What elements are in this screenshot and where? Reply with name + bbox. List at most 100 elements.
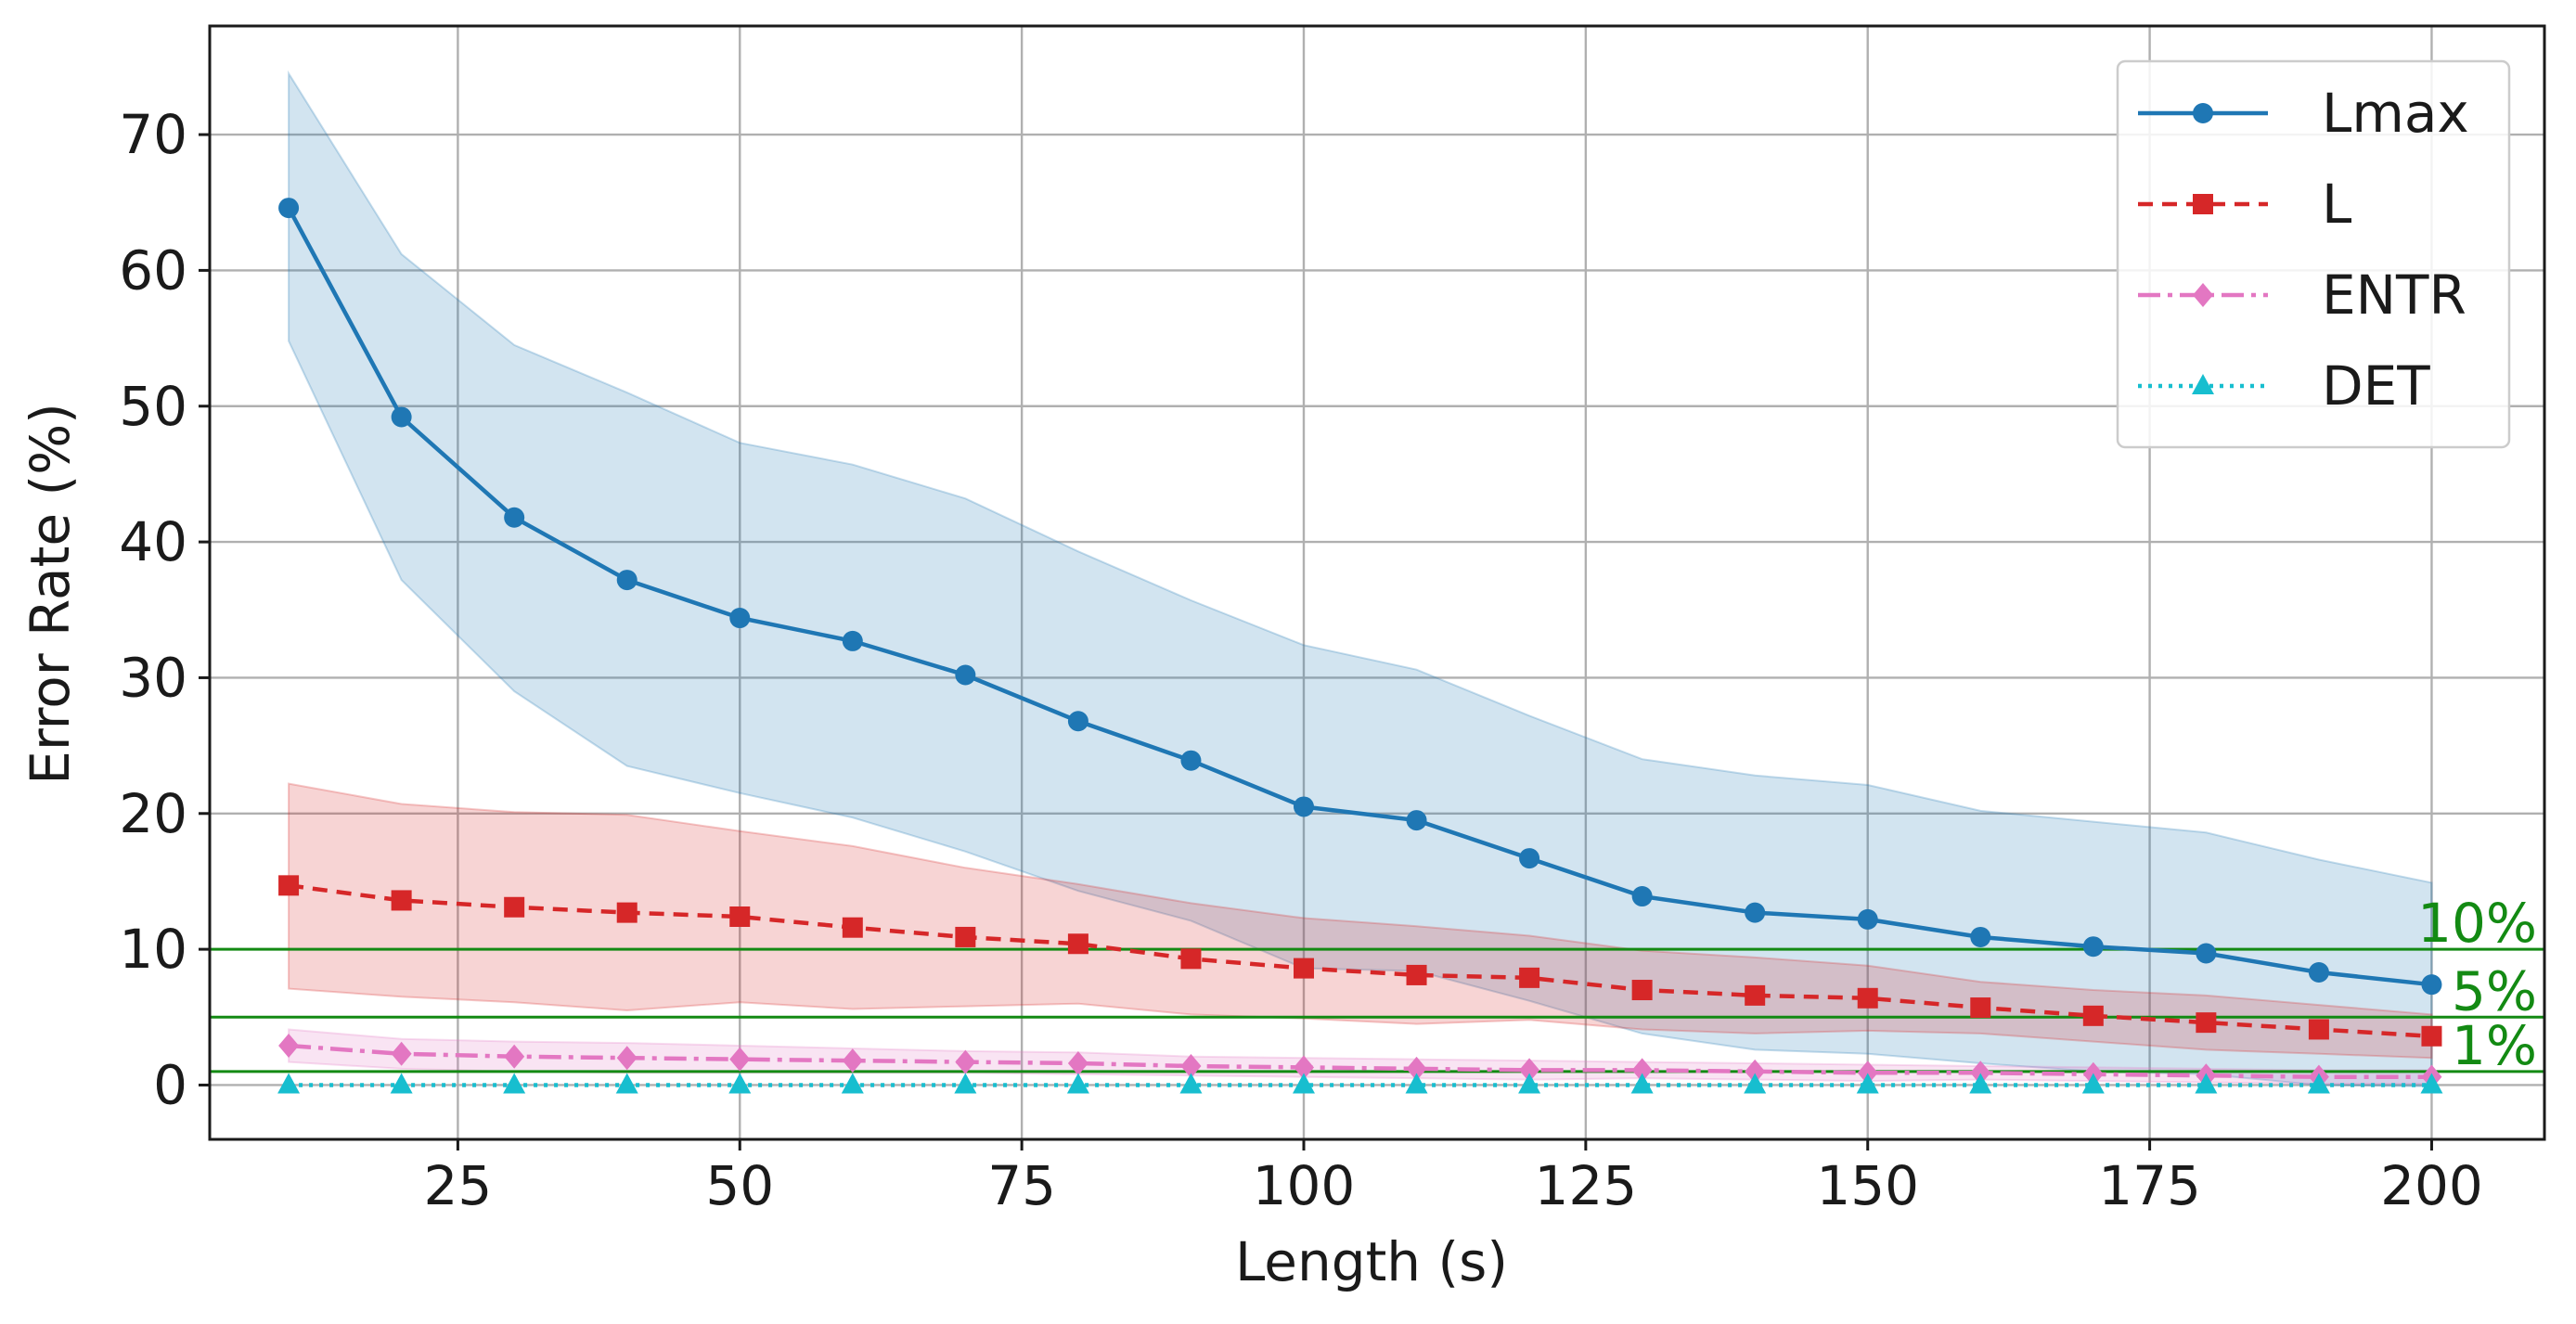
- data-point-lmax: [842, 630, 863, 651]
- legend-label-l: L: [2322, 173, 2351, 236]
- data-point-l: [1970, 997, 1991, 1019]
- data-point-det: [277, 1073, 301, 1094]
- data-point-det: [2195, 1073, 2218, 1094]
- data-point-l: [278, 875, 300, 896]
- x-tick-label: 100: [1253, 1154, 1356, 1217]
- y-tick-label: 20: [119, 782, 187, 845]
- data-point-l: [1519, 967, 1540, 988]
- data-point-det: [1066, 1073, 1089, 1094]
- reference-label-10: 10%: [2417, 892, 2537, 955]
- x-tick-label: 50: [705, 1154, 774, 1217]
- data-point-det: [1405, 1073, 1428, 1094]
- data-point-l: [504, 896, 525, 918]
- data-point-entr: [955, 1049, 976, 1074]
- data-point-l: [391, 890, 412, 911]
- x-tick-label: 125: [1535, 1154, 1638, 1217]
- legend-marker-lmax: [2193, 103, 2213, 123]
- legend-marker-entr: [2193, 283, 2213, 307]
- data-point-entr: [1631, 1058, 1653, 1083]
- data-point-lmax: [616, 570, 638, 591]
- data-point-lmax: [1857, 908, 1878, 930]
- data-point-lmax: [1631, 886, 1653, 907]
- y-tick-label: 10: [119, 918, 187, 981]
- y-axis-label: Error Rate (%): [19, 403, 82, 785]
- data-point-entr: [1745, 1059, 1766, 1084]
- data-point-l: [2308, 1019, 2329, 1040]
- data-point-entr: [1970, 1060, 1991, 1086]
- legend-box: [2116, 59, 2511, 449]
- data-point-l: [955, 926, 976, 947]
- legend-marker-l: [2193, 194, 2213, 214]
- y-tick-label: 50: [119, 375, 187, 438]
- data-point-l: [1067, 933, 1088, 955]
- data-point-lmax: [1067, 711, 1088, 732]
- data-point-entr: [1857, 1060, 1878, 1086]
- band-l: [288, 782, 2433, 1060]
- data-point-entr: [1519, 1058, 1540, 1083]
- series-line-l: [288, 883, 2432, 1039]
- data-point-lmax: [2196, 943, 2217, 964]
- data-point-entr: [616, 1046, 638, 1071]
- data-point-det: [503, 1073, 526, 1094]
- reference-label-1: 1%: [2452, 1014, 2537, 1077]
- data-point-det: [1969, 1073, 1992, 1094]
- data-point-l: [1857, 987, 1878, 1009]
- legend-label-entr: ENTR: [2322, 264, 2467, 327]
- data-point-det: [615, 1073, 638, 1094]
- data-point-det: [1179, 1073, 1203, 1094]
- y-tick-label: 0: [153, 1053, 187, 1116]
- plot-frame: [208, 24, 2546, 1141]
- axes: [208, 24, 2546, 1141]
- x-tick-label: 25: [423, 1154, 492, 1217]
- data-point-l: [2196, 1012, 2217, 1034]
- data-point-l: [2082, 1005, 2104, 1026]
- data-point-lmax: [391, 406, 412, 428]
- data-point-entr: [1406, 1056, 1427, 1081]
- data-point-lmax: [278, 198, 300, 219]
- data-point-det: [728, 1073, 752, 1094]
- data-point-lmax: [1519, 848, 1540, 869]
- data-point-l: [842, 917, 863, 938]
- data-point-l: [729, 906, 751, 927]
- x-tick-label: 75: [987, 1154, 1056, 1217]
- reference-label-5: 5%: [2452, 959, 2537, 1022]
- y-tick-label: 40: [119, 510, 187, 573]
- data-point-entr: [278, 1034, 300, 1059]
- data-point-lmax: [1293, 796, 1314, 817]
- series-line-entr: [288, 1043, 2432, 1079]
- data-point-lmax: [504, 507, 525, 528]
- data-point-det: [1744, 1073, 1767, 1094]
- data-point-lmax: [2082, 936, 2104, 958]
- tick-labels: 25 50 75 100 125 150 175 200 0 10 20 30 40 50 60 70: [119, 103, 2483, 1217]
- data-point-det: [2307, 1073, 2330, 1094]
- data-point-entr: [1067, 1051, 1088, 1076]
- data-point-det: [1292, 1073, 1315, 1094]
- data-point-lmax: [2421, 974, 2442, 996]
- data-point-l: [1180, 948, 1202, 970]
- legend-marker-det: [2192, 374, 2214, 394]
- series-lines: [277, 198, 2443, 1094]
- confidence-bands: [288, 70, 2433, 1087]
- y-tick-label: 30: [119, 646, 187, 709]
- data-point-lmax: [1745, 902, 1766, 923]
- data-point-lmax: [1970, 926, 1991, 947]
- data-point-l: [1406, 964, 1427, 985]
- data-point-det: [954, 1073, 977, 1094]
- data-point-entr: [1293, 1055, 1314, 1080]
- x-tick-label: 200: [2380, 1154, 2483, 1217]
- data-point-lmax: [2308, 962, 2329, 983]
- data-point-det: [1630, 1073, 1654, 1094]
- legend-label-lmax: Lmax: [2322, 82, 2469, 145]
- data-point-det: [2081, 1073, 2105, 1094]
- data-point-lmax: [1406, 810, 1427, 831]
- data-point-l: [1631, 980, 1653, 1001]
- data-point-det: [841, 1073, 864, 1094]
- legend: Lmax L ENTR DET: [2116, 59, 2511, 449]
- x-tick-label: 150: [1816, 1154, 1919, 1217]
- data-point-det: [1518, 1073, 1541, 1094]
- data-point-entr: [504, 1044, 525, 1069]
- data-point-entr: [842, 1048, 863, 1073]
- y-tick-label: 60: [119, 238, 187, 302]
